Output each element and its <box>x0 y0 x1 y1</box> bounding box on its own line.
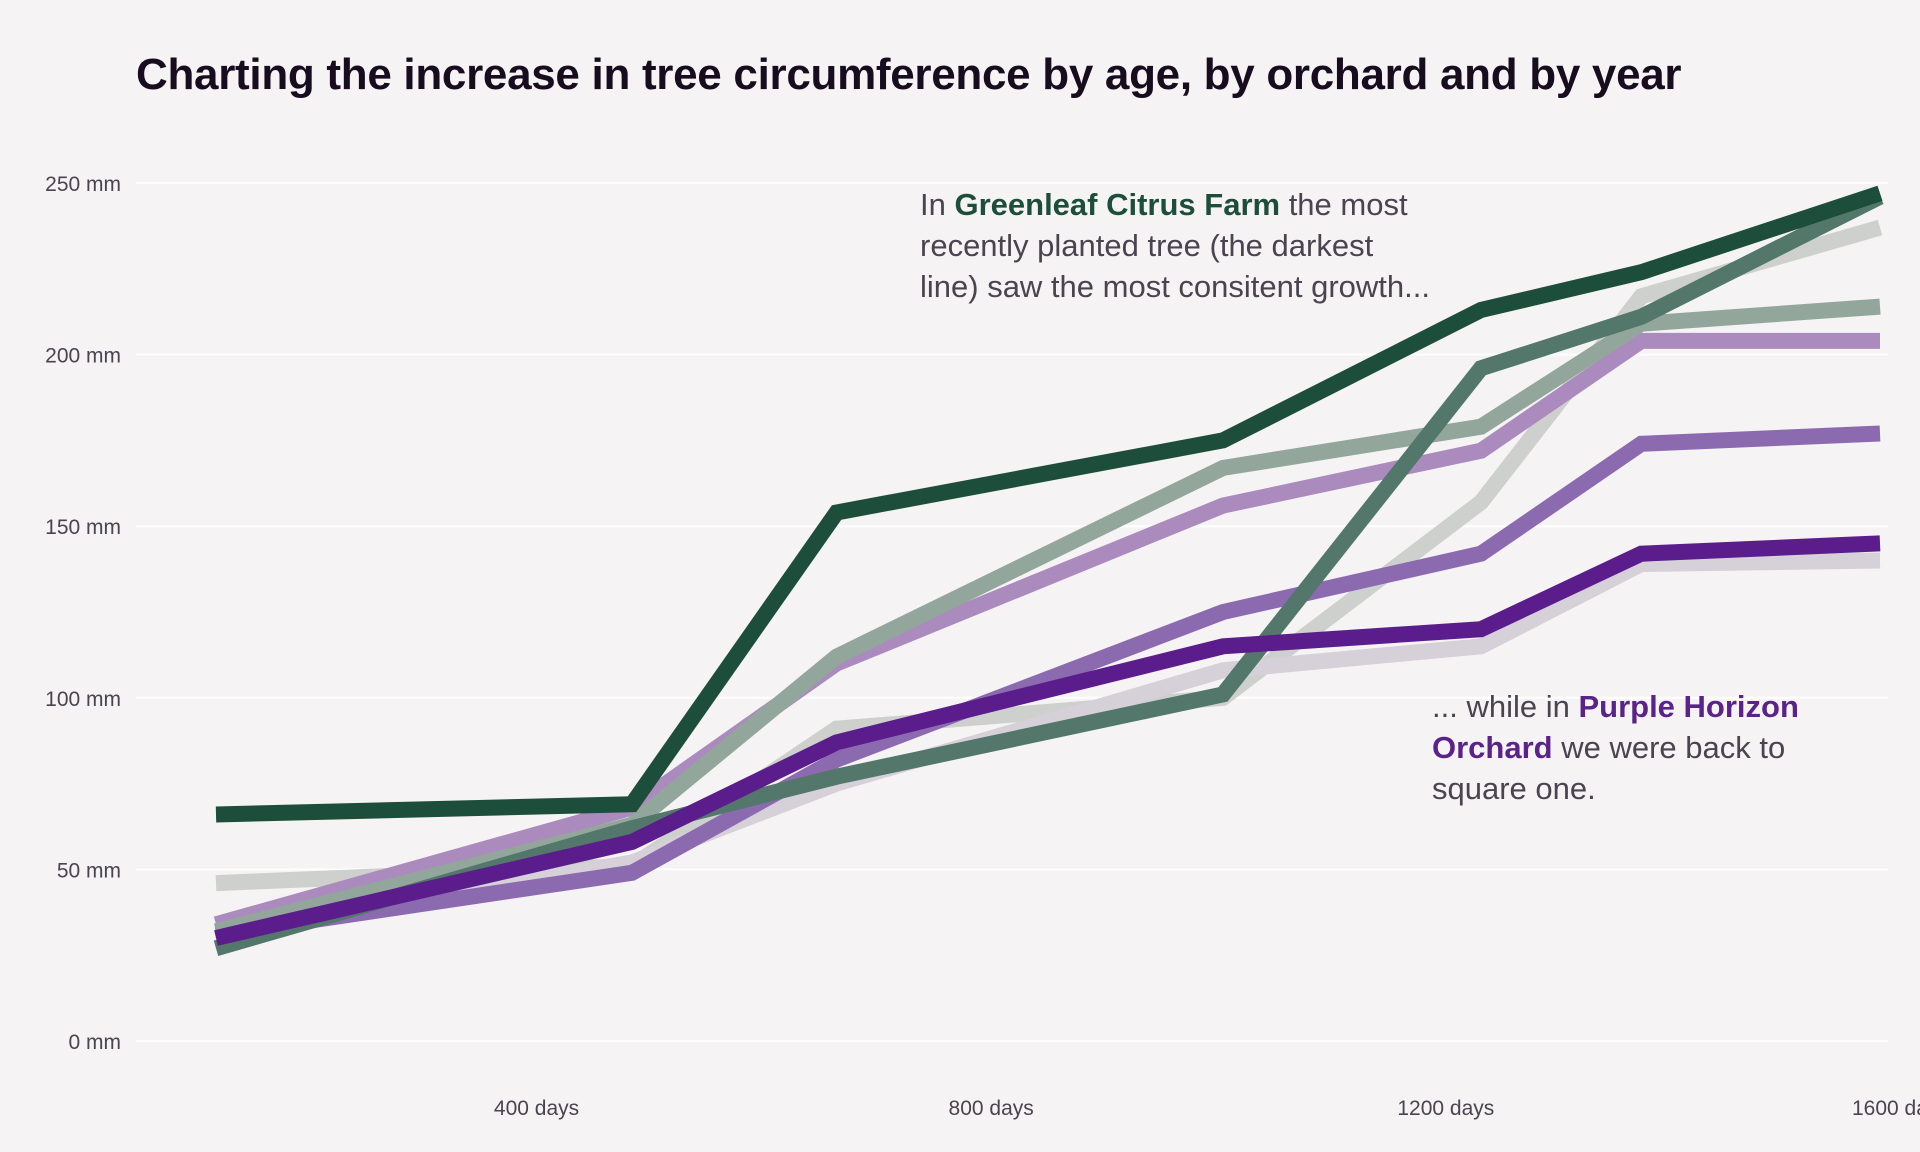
x-tick-label: 400 days <box>494 1097 579 1120</box>
series-line-5 <box>214 298 1881 939</box>
annotation-purple-horizon: ... while in Purple Horizon Orchard we w… <box>1432 686 1812 809</box>
series-line-3 <box>213 332 1880 933</box>
y-tick-label: 250 mm <box>45 173 121 196</box>
annotation-purple-highlight: Purple Horizon Orchard <box>1432 689 1799 765</box>
x-tick-label: 1200 days <box>1397 1097 1494 1120</box>
annotation-greenleaf-highlight: Greenleaf Citrus Farm <box>954 187 1281 222</box>
series-line-7 <box>214 535 1881 946</box>
y-tick-label: 200 mm <box>45 345 121 368</box>
annotation-purple-pre: ... while in <box>1432 689 1579 724</box>
series-line-6 <box>213 189 1884 956</box>
annotation-greenleaf-pre: In <box>920 187 955 222</box>
y-tick-label: 100 mm <box>45 688 121 711</box>
series-line-8 <box>215 185 1883 823</box>
y-tick-label: 0 mm <box>69 1031 122 1054</box>
y-axis-labels: 0 mm 50 mm 100 mm 150 mm 200 mm 250 mm <box>45 173 121 1054</box>
annotation-greenleaf: In Greenleaf Citrus Farm the most recent… <box>920 184 1440 307</box>
annotation-greenleaf-post: the most recently planted tree (the dark… <box>920 187 1431 304</box>
series-line-2 <box>214 552 1881 943</box>
series-line-4 <box>214 425 1881 943</box>
x-tick-label: 800 days <box>949 1097 1034 1120</box>
series-lines <box>213 185 1884 956</box>
x-axis-labels: 400 days 800 days 1200 days 1600 days <box>494 1097 1920 1120</box>
chart-title: Charting the increase in tree circumfere… <box>136 50 1682 99</box>
y-tick-label: 150 mm <box>45 516 121 539</box>
annotation-purple-post: we were back to square one. <box>1432 730 1786 806</box>
y-tick-label: 50 mm <box>57 859 121 882</box>
x-tick-label: 1600 days <box>1852 1097 1920 1120</box>
